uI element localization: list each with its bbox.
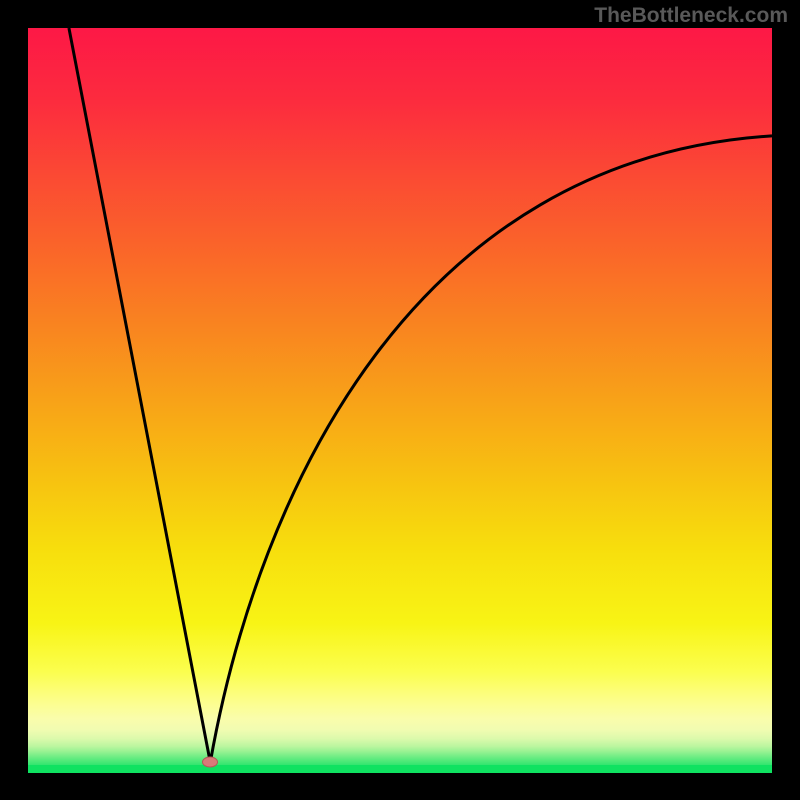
curve-svg [28,28,772,772]
optimum-marker [202,757,218,768]
bottleneck-curve [69,28,772,762]
plot-area [28,28,772,772]
watermark-text: TheBottleneck.com [594,4,788,28]
